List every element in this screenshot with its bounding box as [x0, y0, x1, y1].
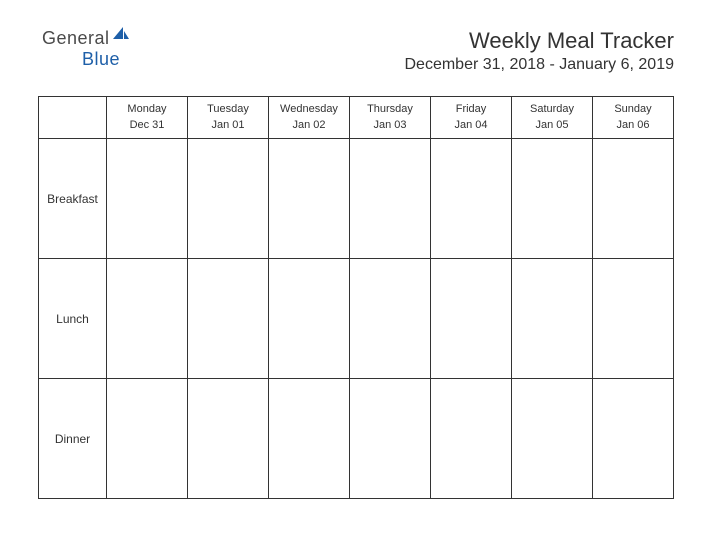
table-row: Dinner: [39, 379, 674, 499]
meal-cell[interactable]: [188, 379, 269, 499]
col-header: Sunday Jan 06: [593, 97, 674, 139]
meal-cell[interactable]: [350, 139, 431, 259]
meal-cell[interactable]: [431, 259, 512, 379]
meal-tracker-table: Monday Dec 31 Tuesday Jan 01 Wednesday J…: [38, 96, 674, 499]
col-header: Wednesday Jan 02: [269, 97, 350, 139]
day-name: Tuesday: [190, 102, 266, 117]
table-row: Breakfast: [39, 139, 674, 259]
col-header: Thursday Jan 03: [350, 97, 431, 139]
logo-text-general: General: [42, 28, 110, 49]
header: GeneralBlue Weekly Meal Tracker December…: [0, 0, 712, 86]
meal-cell[interactable]: [512, 379, 593, 499]
table-header-row: Monday Dec 31 Tuesday Jan 01 Wednesday J…: [39, 97, 674, 139]
meal-cell[interactable]: [512, 139, 593, 259]
logo-text-blue: Blue: [82, 49, 120, 69]
day-name: Sunday: [595, 102, 671, 117]
day-name: Friday: [433, 102, 509, 117]
col-header: Friday Jan 04: [431, 97, 512, 139]
meal-cell[interactable]: [512, 259, 593, 379]
logo-sail-icon: [112, 26, 130, 45]
day-name: Monday: [109, 102, 185, 117]
day-name: Wednesday: [271, 102, 347, 117]
meal-cell[interactable]: [269, 379, 350, 499]
col-header: Saturday Jan 05: [512, 97, 593, 139]
row-label: Lunch: [39, 259, 107, 379]
day-date: Jan 04: [433, 118, 509, 133]
day-name: Saturday: [514, 102, 590, 117]
meal-cell[interactable]: [350, 379, 431, 499]
meal-cell[interactable]: [107, 379, 188, 499]
meal-cell[interactable]: [188, 139, 269, 259]
meal-cell[interactable]: [269, 139, 350, 259]
page-title: Weekly Meal Tracker: [405, 28, 675, 54]
table-row: Lunch: [39, 259, 674, 379]
meal-cell[interactable]: [593, 139, 674, 259]
meal-cell[interactable]: [350, 259, 431, 379]
col-header: Tuesday Jan 01: [188, 97, 269, 139]
meal-cell[interactable]: [269, 259, 350, 379]
corner-cell: [39, 97, 107, 139]
meal-cell[interactable]: [107, 139, 188, 259]
meal-cell[interactable]: [431, 139, 512, 259]
meal-cell[interactable]: [431, 379, 512, 499]
day-date: Jan 03: [352, 118, 428, 133]
meal-cell[interactable]: [593, 259, 674, 379]
day-date: Jan 05: [514, 118, 590, 133]
meal-cell[interactable]: [593, 379, 674, 499]
logo: GeneralBlue: [42, 28, 130, 70]
col-header: Monday Dec 31: [107, 97, 188, 139]
day-date: Jan 06: [595, 118, 671, 133]
day-date: Jan 02: [271, 118, 347, 133]
meal-cell[interactable]: [107, 259, 188, 379]
day-date: Dec 31: [109, 118, 185, 133]
day-name: Thursday: [352, 102, 428, 117]
day-date: Jan 01: [190, 118, 266, 133]
date-range: December 31, 2018 - January 6, 2019: [405, 56, 675, 74]
row-label: Breakfast: [39, 139, 107, 259]
title-block: Weekly Meal Tracker December 31, 2018 - …: [405, 28, 675, 74]
row-label: Dinner: [39, 379, 107, 499]
meal-cell[interactable]: [188, 259, 269, 379]
